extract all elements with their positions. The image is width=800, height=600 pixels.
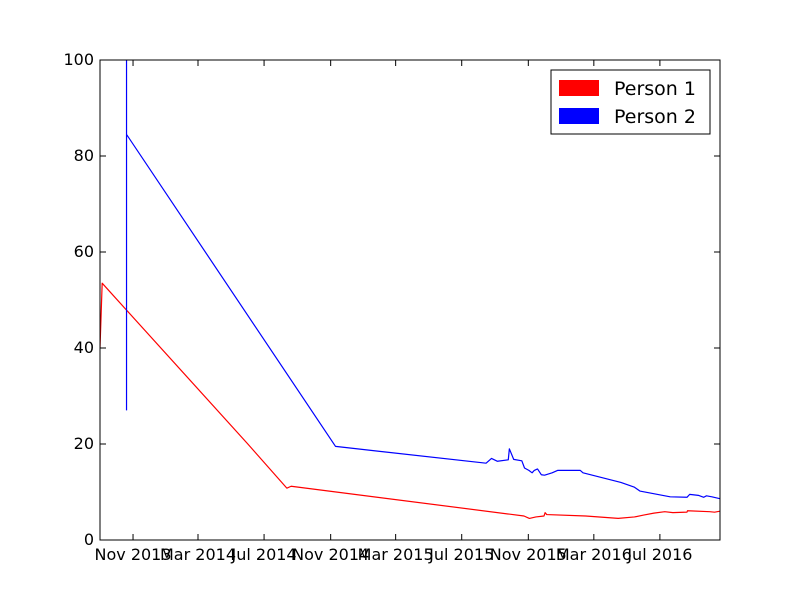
y-tick-label: 20 xyxy=(74,434,94,453)
x-tick-label: Nov 2014 xyxy=(292,545,369,564)
x-tick-label: Nov 2013 xyxy=(95,545,172,564)
x-tick-label: Jul 2016 xyxy=(626,545,692,564)
y-tick-label: 60 xyxy=(74,242,94,261)
y-tick-label: 40 xyxy=(74,338,94,357)
y-tick-label: 0 xyxy=(84,530,94,549)
x-tick-label: Mar 2016 xyxy=(556,545,632,564)
series-line-1 xyxy=(100,282,720,519)
y-tick-label: 100 xyxy=(63,50,94,69)
series-line-2 xyxy=(125,60,720,500)
x-tick-label: Jul 2014 xyxy=(231,545,297,564)
legend-swatch xyxy=(559,80,599,96)
legend-swatch xyxy=(559,108,599,124)
plot-frame xyxy=(99,59,721,541)
legend-label: Person 2 xyxy=(614,106,696,128)
x-tick-label: Nov 2015 xyxy=(490,545,567,564)
x-tick-label: Jul 2015 xyxy=(428,545,494,564)
x-tick-label: Mar 2015 xyxy=(358,545,434,564)
x-tick-label: Mar 2014 xyxy=(160,545,236,564)
legend-label: Person 1 xyxy=(614,78,696,100)
y-tick-label: 80 xyxy=(74,146,94,165)
plot-area xyxy=(100,60,720,540)
legend: Person 1 Person 2 xyxy=(550,69,711,135)
